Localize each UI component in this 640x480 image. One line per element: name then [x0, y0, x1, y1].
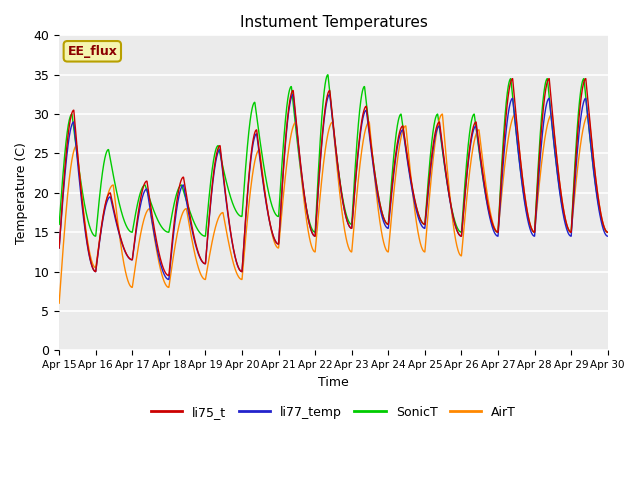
SonicT [202, 233, 209, 239]
Line: SonicT: SonicT [59, 75, 608, 236]
li77_temp [55, 245, 63, 251]
li75_t [593, 189, 601, 194]
li75_t [534, 174, 542, 180]
Text: EE_flux: EE_flux [67, 45, 117, 58]
AirT [150, 234, 158, 240]
AirT [585, 111, 593, 117]
SonicT [55, 221, 63, 227]
SonicT [604, 229, 612, 235]
Line: li77_temp: li77_temp [59, 95, 608, 279]
Title: Instument Temperatures: Instument Temperatures [239, 15, 428, 30]
AirT [289, 123, 297, 129]
AirT [266, 219, 273, 225]
SonicT [324, 72, 332, 78]
SonicT [118, 210, 125, 216]
li75_t [118, 239, 125, 244]
li75_t [55, 245, 63, 251]
li77_temp [534, 181, 542, 187]
SonicT [534, 163, 542, 169]
SonicT [266, 194, 273, 200]
Line: AirT: AirT [59, 114, 608, 303]
li77_temp [118, 240, 125, 245]
li77_temp [604, 233, 612, 239]
li77_temp [326, 92, 333, 97]
li75_t [266, 219, 273, 225]
li75_t [604, 229, 612, 235]
Y-axis label: Temperature (C): Temperature (C) [15, 142, 28, 244]
li77_temp [165, 276, 173, 282]
li75_t [582, 76, 589, 82]
SonicT [150, 209, 158, 215]
Legend: li75_t, li77_temp, SonicT, AirT: li75_t, li77_temp, SonicT, AirT [146, 401, 521, 424]
li75_t [150, 226, 158, 231]
AirT [593, 187, 601, 192]
AirT [118, 248, 125, 253]
SonicT [290, 104, 298, 109]
li77_temp [593, 197, 601, 203]
li75_t [165, 273, 173, 278]
X-axis label: Time: Time [318, 376, 349, 389]
AirT [55, 300, 63, 306]
Line: li75_t: li75_t [59, 79, 608, 276]
AirT [534, 195, 541, 201]
li77_temp [290, 94, 298, 100]
AirT [604, 229, 612, 235]
li77_temp [266, 220, 273, 226]
SonicT [593, 194, 601, 200]
li77_temp [150, 231, 158, 237]
li75_t [290, 90, 298, 96]
